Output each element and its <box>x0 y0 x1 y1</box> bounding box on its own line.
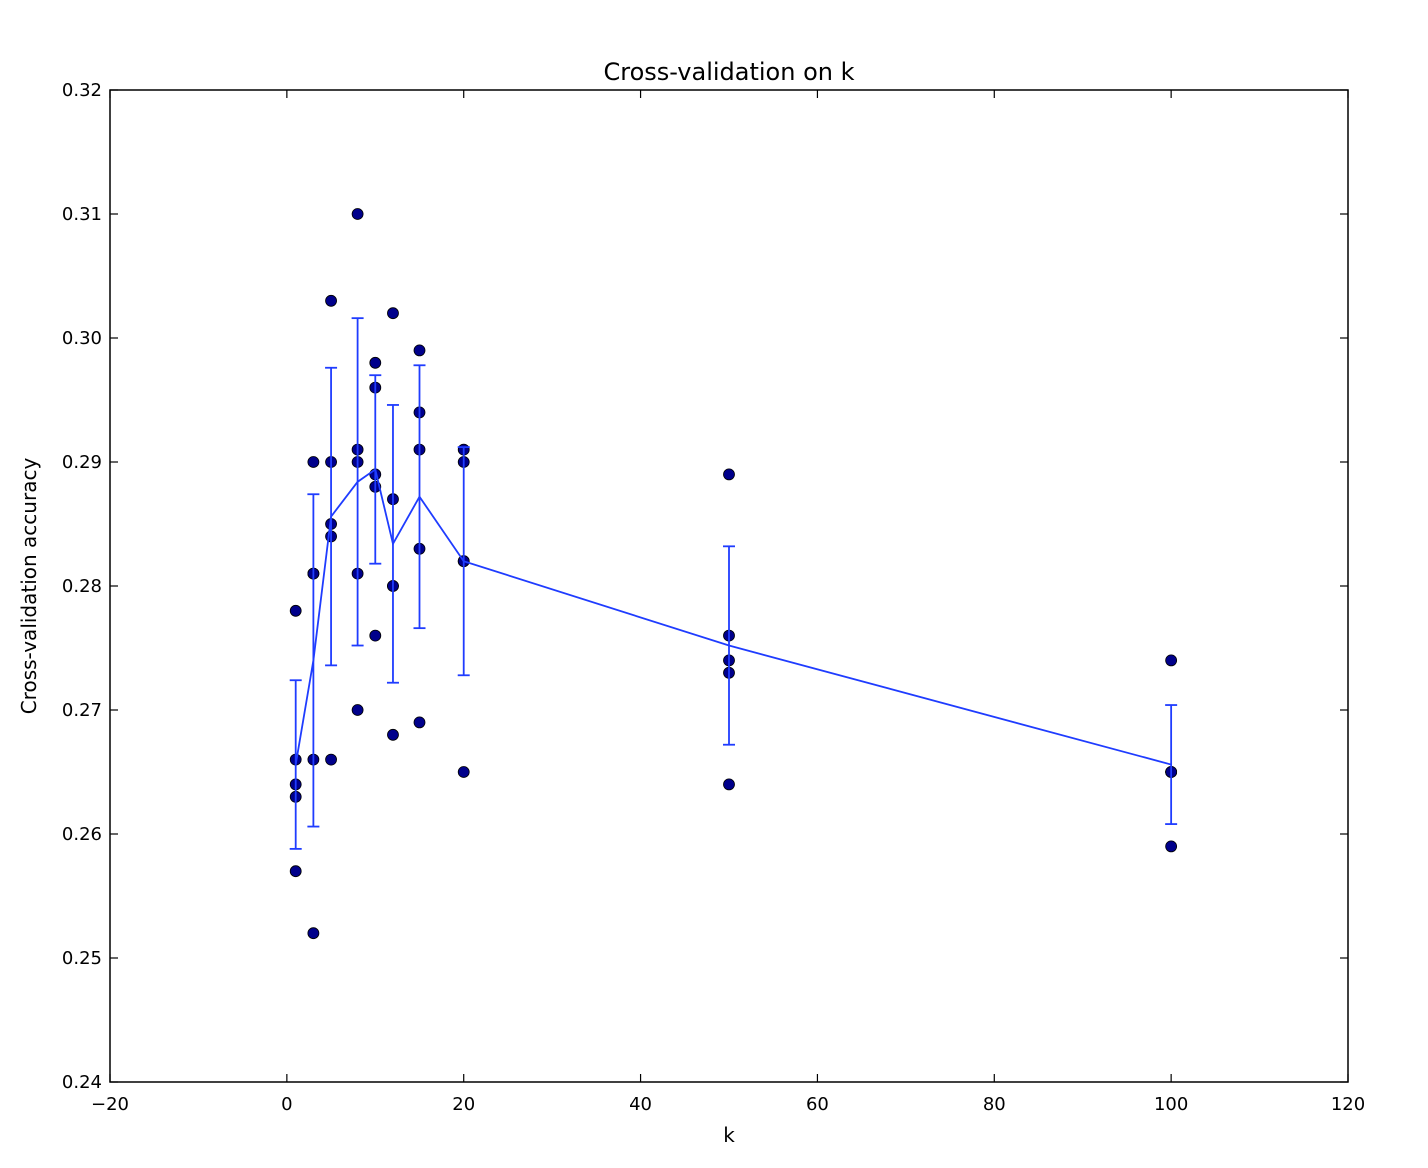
x-axis-label: k <box>723 1123 735 1147</box>
plot-area: −20 0 20 40 60 80 100 120 0.24 0.25 0.26 0.27 0.28 0.… <box>62 80 1365 1115</box>
accuracy-point <box>307 456 320 468</box>
accuracy-point <box>1165 840 1178 853</box>
accuracy-point <box>351 208 364 220</box>
y-tick-label: 0.28 <box>62 576 102 597</box>
accuracy-point <box>325 753 337 766</box>
accuracy-point <box>307 927 320 940</box>
plot-frame <box>109 89 1349 1083</box>
accuracy-point <box>289 604 302 617</box>
y-tick-label: 0.27 <box>62 700 102 721</box>
x-tick-label: 60 <box>806 1094 829 1115</box>
accuracy-point <box>325 294 337 307</box>
y-tick-label: 0.32 <box>62 80 102 101</box>
accuracy-point <box>369 356 382 369</box>
x-tick-label: 100 <box>1154 1094 1188 1115</box>
x-tick-label: 20 <box>452 1094 475 1115</box>
x-tick-label: 0 <box>281 1094 292 1115</box>
y-tick-label: 0.24 <box>62 1072 102 1093</box>
x-tick-label: 40 <box>629 1094 652 1115</box>
x-tick-label: 120 <box>1331 1094 1365 1115</box>
accuracy-point <box>723 468 735 481</box>
accuracy-point <box>723 778 735 791</box>
accuracy-point <box>413 716 426 729</box>
y-tick-label: 0.31 <box>62 204 102 225</box>
accuracy-point <box>387 728 399 741</box>
mean-accuracy-line <box>294 467 1172 766</box>
y-tick-label: 0.26 <box>62 824 102 845</box>
chart-title: Cross-validation on k <box>603 58 854 86</box>
accuracy-point <box>369 629 382 642</box>
accuracy-point <box>413 344 426 357</box>
x-tick-label: −20 <box>91 1094 129 1115</box>
accuracy-point <box>457 766 470 778</box>
accuracy-point <box>1165 654 1178 667</box>
x-tick-label: 80 <box>983 1094 1006 1115</box>
accuracy-point <box>351 704 364 716</box>
y-tick-label: 0.25 <box>62 948 102 969</box>
accuracy-point <box>387 307 399 320</box>
y-axis-label: Cross-validation accuracy <box>17 458 41 715</box>
y-tick-label: 0.30 <box>62 328 102 349</box>
y-tick-label: 0.29 <box>62 452 102 473</box>
accuracy-point <box>289 865 302 878</box>
